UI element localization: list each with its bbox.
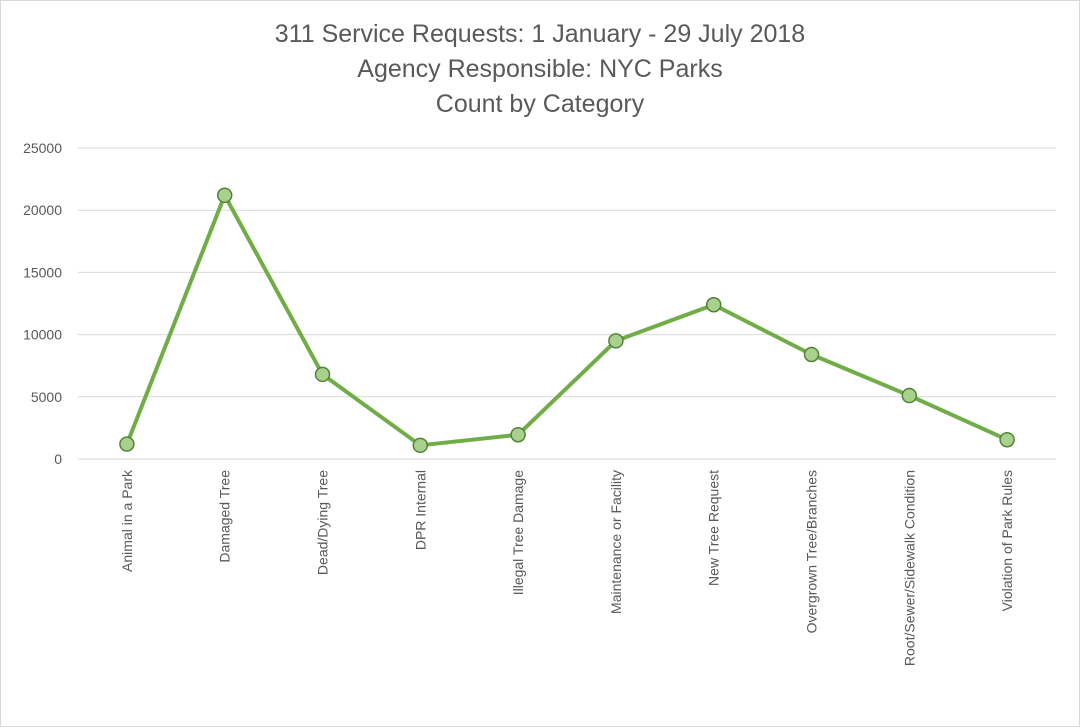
data-point <box>510 426 526 443</box>
y-tick-label: 10000 <box>23 327 62 343</box>
x-tick-label: Dead/Dying Tree <box>315 470 331 575</box>
y-tick-label: 0 <box>54 451 62 467</box>
x-tick-label: New Tree Request <box>706 470 722 586</box>
y-tick-label: 20000 <box>23 202 62 218</box>
data-point <box>803 346 820 363</box>
data-point <box>901 387 918 404</box>
chart-title-line-2: Agency Responsible: NYC Parks <box>357 55 723 83</box>
data-point <box>216 187 233 204</box>
series-line <box>124 193 1010 448</box>
chart-title-line-3: Count by Category <box>435 90 645 118</box>
data-point <box>412 437 429 454</box>
x-tick-label: Animal in a Park <box>119 469 135 572</box>
x-tick-label: Root/Sewer/Sidewalk Condition <box>901 470 917 666</box>
x-tick-label: Violation of Park Rules <box>999 470 1015 611</box>
y-tick-label: 5000 <box>31 389 62 405</box>
data-point <box>119 436 135 452</box>
x-tick-label: Damaged Tree <box>217 470 233 563</box>
x-tick-label: DPR Internal <box>412 470 428 550</box>
data-point <box>999 431 1015 448</box>
data-point <box>314 366 331 383</box>
data-point <box>608 333 624 349</box>
y-tick-label: 15000 <box>23 264 62 280</box>
data-point <box>705 296 722 313</box>
x-tick-label: Overgrown Tree/Branches <box>804 470 820 633</box>
y-tick-label: 25000 <box>23 140 62 156</box>
x-tick-label: Maintenance or Facility <box>608 470 624 614</box>
chart-title-line-1: 311 Service Requests: 1 January - 29 Jul… <box>274 20 806 48</box>
x-tick-label: Illegal Tree Damage <box>510 470 526 596</box>
